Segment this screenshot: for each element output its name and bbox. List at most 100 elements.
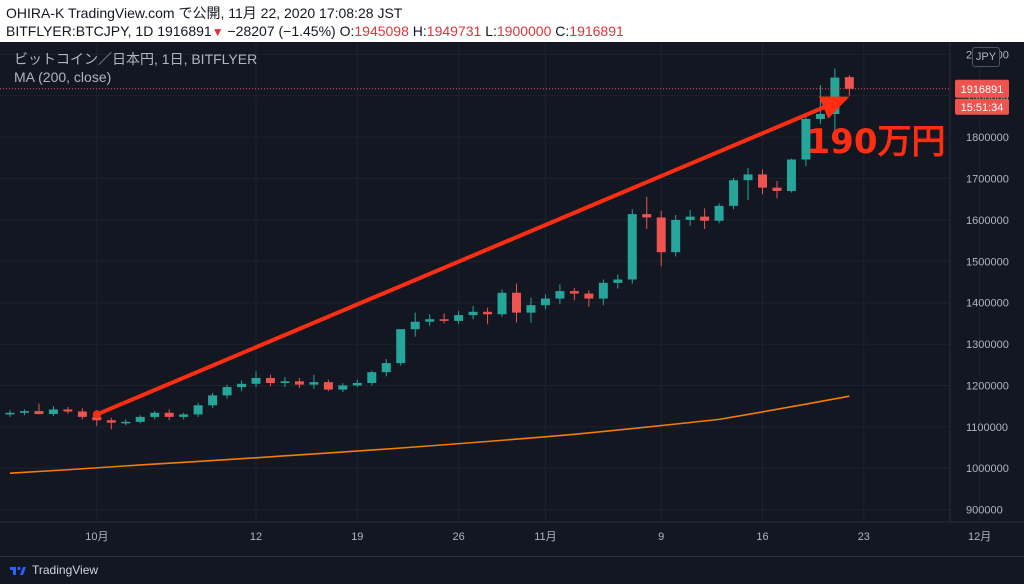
annotation-label: 190万円 — [807, 122, 946, 162]
legend-indicator[interactable]: MA (200, close) — [14, 69, 112, 85]
candle-body — [193, 405, 203, 415]
candle-body — [179, 414, 189, 417]
candle-body — [700, 216, 710, 221]
last-price: 1916891 — [157, 23, 212, 39]
y-tick-label: 900000 — [966, 505, 1003, 517]
candle-body — [309, 382, 319, 385]
x-tick-label: 23 — [858, 531, 870, 543]
candle-body — [367, 372, 377, 383]
candle-body — [5, 412, 15, 415]
candle-body — [121, 421, 131, 424]
countdown-tag-bg — [955, 98, 1009, 115]
candle-body — [656, 217, 666, 253]
close-value: 1916891 — [569, 23, 624, 39]
ohlc-line: BITFLYER:BTCJPY, 1D 1916891▼ −28207 (−1.… — [6, 22, 1024, 41]
candle-body — [613, 279, 623, 283]
candle-body — [786, 159, 796, 191]
candle-body — [164, 412, 174, 417]
candle-body — [135, 416, 145, 422]
candle-body — [237, 383, 247, 388]
candle-body — [526, 305, 536, 313]
symbol-label: BITFLYER:BTCJPY, 1D — [6, 23, 154, 39]
candle-body — [729, 180, 739, 206]
candle-body — [338, 385, 348, 390]
x-tick-label: 19 — [351, 531, 363, 543]
candle-body — [251, 378, 261, 384]
y-tick-label: 1500000 — [966, 256, 1009, 268]
ma-line — [9, 395, 850, 474]
candle-body — [396, 329, 406, 364]
candle-body — [48, 409, 58, 414]
publish-info: OHIRA-K TradingView.com で公開, 11月 22, 202… — [6, 5, 403, 21]
tradingview-logo-icon — [10, 566, 26, 575]
candle-body — [497, 292, 507, 315]
candle-body — [714, 205, 724, 221]
x-tick-label: 11月 — [534, 531, 556, 543]
low-label: L: — [485, 23, 497, 39]
candle-body — [454, 315, 464, 321]
candle-body — [844, 77, 854, 89]
chart-header: OHIRA-K TradingView.com で公開, 11月 22, 202… — [0, 0, 1024, 42]
last-price-tag: 1916891 — [961, 84, 1004, 96]
y-tick-label: 1100000 — [966, 422, 1008, 434]
candle-body — [323, 382, 333, 390]
candle-body — [512, 292, 521, 313]
x-tick-label: 16 — [756, 531, 768, 543]
candle-body — [265, 378, 275, 383]
candle-body — [352, 382, 362, 386]
candle-body — [77, 411, 87, 417]
candle-body — [685, 216, 695, 220]
low-value: 1900000 — [496, 23, 552, 39]
high-value: 1949731 — [426, 23, 482, 39]
candlestick-chart[interactable]: 900000 1000000 1100000 1200000 1300000 140000… — [0, 42, 1024, 556]
legend-title: ビットコイン／日本円, 1日, BITFLYER — [14, 51, 258, 67]
candle-body — [468, 311, 478, 316]
candle-body — [222, 387, 232, 396]
chart-legend: ビットコイン／日本円, 1日, BITFLYER MA (200, close) — [14, 50, 257, 86]
candle-body — [294, 381, 304, 385]
y-tick-label: 1200000 — [966, 380, 1009, 392]
candle-body — [425, 319, 435, 322]
candle-body — [569, 291, 579, 294]
chart-area[interactable]: 900000 1000000 1100000 1200000 1300000 140000… — [0, 42, 1024, 556]
candle-body — [106, 420, 116, 423]
x-tick-label: 9 — [658, 531, 664, 543]
candle-body — [540, 298, 550, 306]
candle-body — [34, 411, 44, 414]
x-tick-label: 12月 — [968, 531, 991, 543]
brand-name: TradingView — [32, 563, 99, 577]
candle-body — [758, 174, 768, 188]
currency-button[interactable]: JPY — [972, 47, 1000, 67]
x-tick-label: 12 — [250, 531, 262, 543]
x-tick-label: 26 — [452, 531, 464, 543]
trend-arrow-shaft — [94, 105, 826, 417]
candle-body — [801, 118, 811, 160]
y-tick-label: 1700000 — [966, 174, 1009, 186]
candle-body — [671, 219, 681, 253]
candle-body — [208, 395, 218, 406]
candle-body — [410, 321, 420, 330]
candle-body — [743, 174, 753, 181]
y-tick-label: 1600000 — [966, 215, 1009, 227]
y-tick-label: 1400000 — [966, 298, 1009, 310]
brand[interactable]: TradingView — [10, 563, 98, 577]
high-label: H: — [412, 23, 427, 39]
y-tick-label: 1300000 — [966, 339, 1009, 351]
candle-body — [280, 381, 290, 383]
candle-body — [483, 311, 493, 315]
candle-body — [439, 319, 449, 321]
candle-body — [381, 363, 391, 373]
open-value: 1945098 — [354, 23, 409, 39]
open-label: O: — [339, 23, 355, 39]
last-price-tag-bg — [955, 79, 1009, 98]
footer: TradingView — [0, 556, 1024, 584]
candle-body — [642, 214, 652, 218]
countdown-tag: 15:51:34 — [961, 102, 1004, 114]
triangle-down-icon: ▼ — [211, 25, 224, 39]
candle-body — [772, 187, 782, 191]
candle-body — [627, 214, 637, 280]
y-tick-label: 1000000 — [966, 463, 1009, 475]
candle-body — [555, 291, 565, 299]
trend-arrow-head — [818, 96, 850, 119]
y-tick-label: 1800000 — [966, 132, 1009, 144]
